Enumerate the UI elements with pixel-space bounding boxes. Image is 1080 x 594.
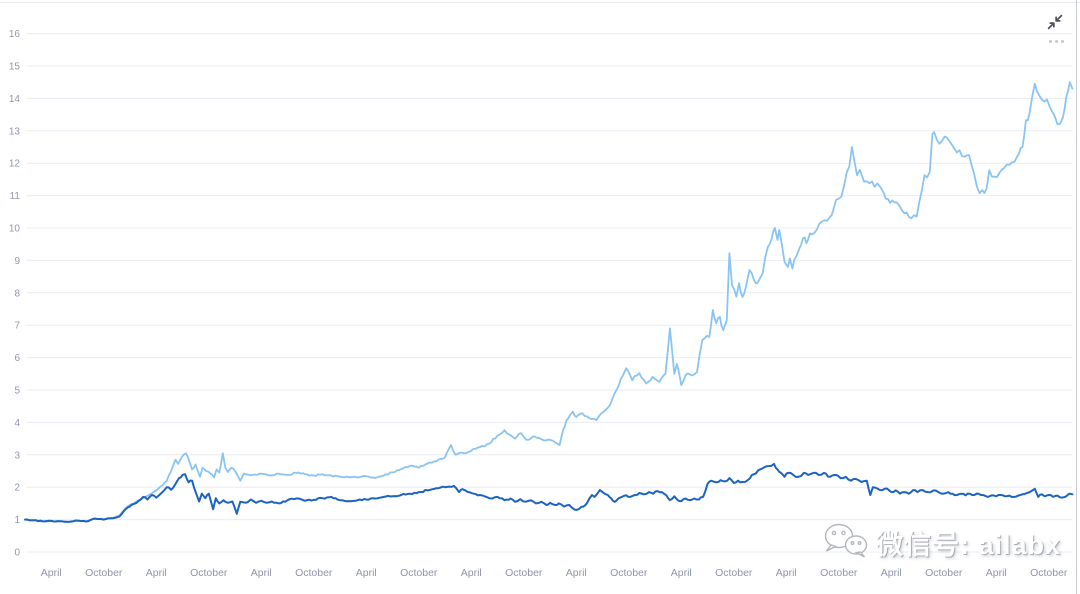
collapse-icon[interactable] (1047, 14, 1063, 30)
y-tick-label: 5 (14, 386, 20, 397)
y-tick-label: 11 (10, 191, 21, 202)
y-tick-label: 2 (14, 483, 20, 494)
y-tick-label: 4 (14, 418, 20, 429)
x-tick-label: April (251, 567, 272, 579)
y-tick-label: 8 (14, 288, 20, 299)
compress-arrows-glyph (1047, 14, 1063, 30)
x-tick-label: October (85, 567, 123, 579)
x-tick-label: October (505, 567, 543, 579)
y-tick-label: 1 (14, 515, 20, 526)
series-light-blue-line (24, 81, 1074, 523)
x-tick-label: April (776, 567, 797, 579)
y-tick-label: 7 (14, 321, 20, 332)
y-tick-label: 3 (14, 450, 20, 461)
x-tick-label: October (1030, 567, 1068, 579)
x-tick-label: October (295, 567, 333, 579)
y-tick-label: 9 (14, 256, 20, 267)
y-tick-label: 14 (9, 94, 21, 105)
y-tick-label: 15 (9, 62, 21, 73)
x-tick-label: April (671, 567, 692, 579)
x-tick-label: April (986, 567, 1007, 579)
x-tick-label: April (566, 567, 587, 579)
x-tick-label: October (715, 567, 753, 579)
panel-top-border (0, 2, 1080, 3)
x-tick-label: October (820, 567, 858, 579)
x-tick-label: April (356, 567, 377, 579)
more-options-icon[interactable] (1046, 36, 1066, 46)
x-tick-label: October (925, 567, 963, 579)
dot (1048, 39, 1052, 43)
y-tick-label: 0 (14, 548, 20, 559)
scrollbar-track[interactable] (1076, 0, 1077, 594)
x-tick-label: April (881, 567, 902, 579)
x-tick-label: April (146, 567, 167, 579)
x-tick-label: October (190, 567, 228, 579)
y-tick-label: 13 (9, 126, 21, 137)
x-tick-label: April (41, 567, 62, 579)
y-tick-label: 6 (14, 353, 20, 364)
y-tick-label: 10 (9, 224, 21, 235)
x-tick-label: October (610, 567, 648, 579)
dot (1060, 39, 1064, 43)
y-tick-label: 16 (9, 29, 21, 40)
series-dark-blue-line (24, 462, 1074, 523)
x-tick-label: October (400, 567, 438, 579)
dot (1054, 39, 1058, 43)
y-tick-label: 12 (9, 159, 21, 170)
x-tick-label: April (461, 567, 482, 579)
